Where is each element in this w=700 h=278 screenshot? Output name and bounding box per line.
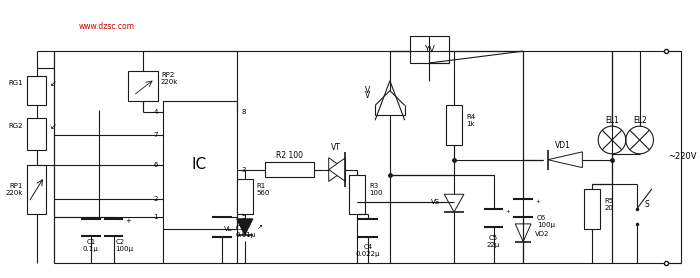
Text: ↙: ↙ [50, 79, 57, 88]
Text: 4: 4 [153, 109, 158, 115]
Text: C3
0.01μ: C3 0.01μ [236, 225, 256, 238]
Bar [446, 105, 462, 145]
Bar [410, 36, 449, 63]
Text: VL: VL [224, 226, 233, 232]
Text: R4
1k: R4 1k [466, 114, 475, 127]
Polygon shape [329, 158, 346, 182]
Bar [237, 180, 253, 214]
Text: 7: 7 [153, 132, 158, 138]
Text: VT: VT [330, 143, 340, 152]
Text: C5
22μ: C5 22μ [487, 235, 500, 248]
Text: ↗: ↗ [257, 224, 262, 230]
Text: R1
560: R1 560 [257, 183, 270, 196]
Polygon shape [237, 219, 253, 235]
Text: RP1
220k: RP1 220k [6, 183, 22, 196]
Text: 2: 2 [153, 196, 158, 202]
Text: YV: YV [424, 45, 435, 54]
Text: V: V [365, 91, 370, 100]
Text: 3: 3 [241, 167, 246, 173]
Text: +: + [535, 199, 540, 204]
Text: EL1: EL1 [605, 116, 619, 125]
Text: +: + [505, 208, 510, 214]
Text: EL2: EL2 [633, 116, 647, 125]
Text: RG2: RG2 [8, 123, 22, 129]
Bar [27, 118, 46, 150]
Text: C2
100μ: C2 100μ [116, 239, 134, 252]
Text: VD2: VD2 [535, 231, 550, 237]
Bar [27, 76, 46, 105]
Text: VD1: VD1 [554, 142, 570, 150]
Bar [163, 101, 237, 229]
Text: 8: 8 [241, 109, 246, 115]
Text: R5
20: R5 20 [604, 198, 613, 211]
Text: R3
100: R3 100 [369, 183, 383, 196]
Text: V: V [365, 86, 370, 95]
Text: ↙: ↙ [50, 122, 57, 131]
Text: ~220V: ~220V [668, 152, 696, 161]
Polygon shape [444, 194, 464, 212]
Text: www.dzsc.com: www.dzsc.com [79, 22, 135, 31]
Text: +: + [125, 218, 131, 224]
Text: 1: 1 [153, 214, 158, 220]
Polygon shape [329, 158, 346, 182]
Bar [27, 165, 46, 214]
Text: RG1: RG1 [8, 80, 22, 86]
Polygon shape [548, 152, 582, 168]
Text: 5: 5 [241, 214, 246, 220]
Polygon shape [515, 224, 531, 242]
Bar [584, 189, 600, 229]
Bar [128, 71, 158, 101]
Text: R2 100: R2 100 [276, 151, 302, 160]
Text: RP2
220k: RP2 220k [161, 72, 178, 85]
Bar [265, 162, 314, 177]
Text: IC: IC [192, 157, 207, 172]
Text: C4
0.022μ: C4 0.022μ [356, 244, 380, 257]
Text: S: S [645, 200, 650, 209]
Text: VS: VS [431, 199, 440, 205]
Text: C6
100μ: C6 100μ [537, 215, 555, 229]
Text: 6: 6 [153, 162, 158, 168]
Text: C1
0.1μ: C1 0.1μ [83, 239, 99, 252]
Bar [349, 175, 365, 214]
